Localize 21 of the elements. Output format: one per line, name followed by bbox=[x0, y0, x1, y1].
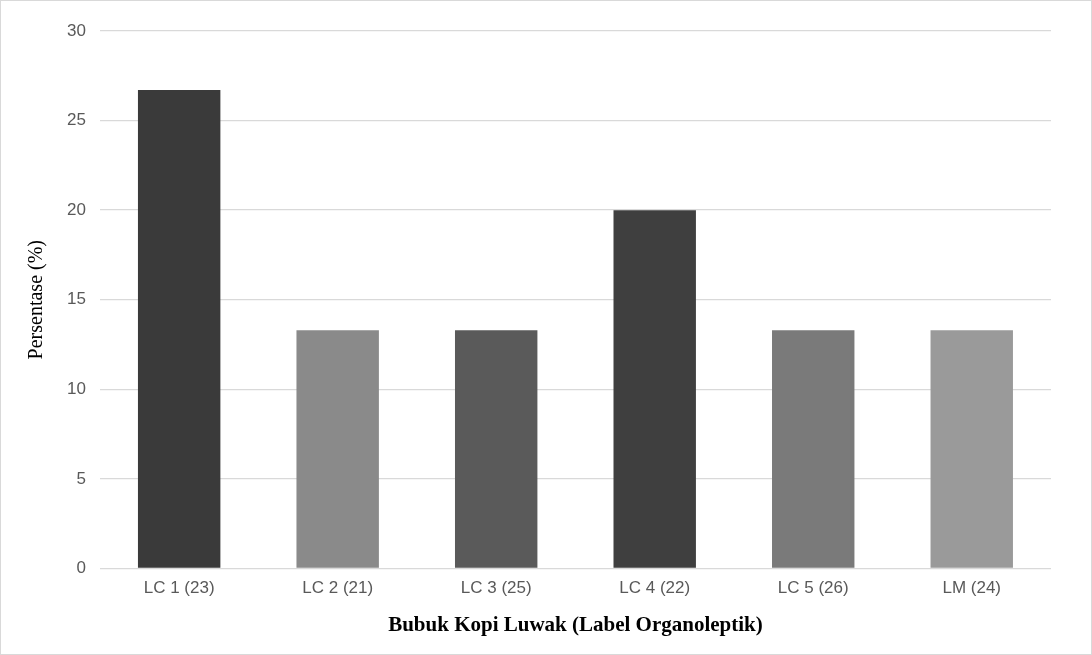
bar bbox=[454, 330, 538, 568]
bar bbox=[930, 330, 1013, 568]
bar bbox=[137, 90, 221, 568]
x-tick-label: LC 2 (21) bbox=[302, 578, 374, 598]
y-tick-label: 30 bbox=[66, 20, 86, 40]
y-tick-label: 20 bbox=[66, 199, 86, 219]
x-tick-label: LC 3 (25) bbox=[460, 578, 532, 598]
y-tick-label: 15 bbox=[66, 289, 86, 309]
x-axis-title: Bubuk Kopi Luwak (Label Organoleptik) bbox=[388, 611, 763, 636]
bar bbox=[613, 210, 696, 568]
x-tick-label: LC 5 (26) bbox=[777, 578, 849, 598]
y-tick-label: 5 bbox=[76, 468, 86, 488]
y-tick-label: 0 bbox=[76, 558, 86, 578]
y-axis-title: Persentase (%) bbox=[24, 240, 48, 360]
x-tick-label: LC 4 (22) bbox=[619, 578, 691, 598]
y-tick-label: 25 bbox=[66, 110, 86, 130]
bar bbox=[296, 330, 379, 568]
y-tick-label: 10 bbox=[66, 378, 86, 398]
bar bbox=[772, 330, 855, 568]
x-tick-label: LM (24) bbox=[942, 578, 1002, 598]
x-tick-label: LC 1 (23) bbox=[143, 578, 215, 598]
